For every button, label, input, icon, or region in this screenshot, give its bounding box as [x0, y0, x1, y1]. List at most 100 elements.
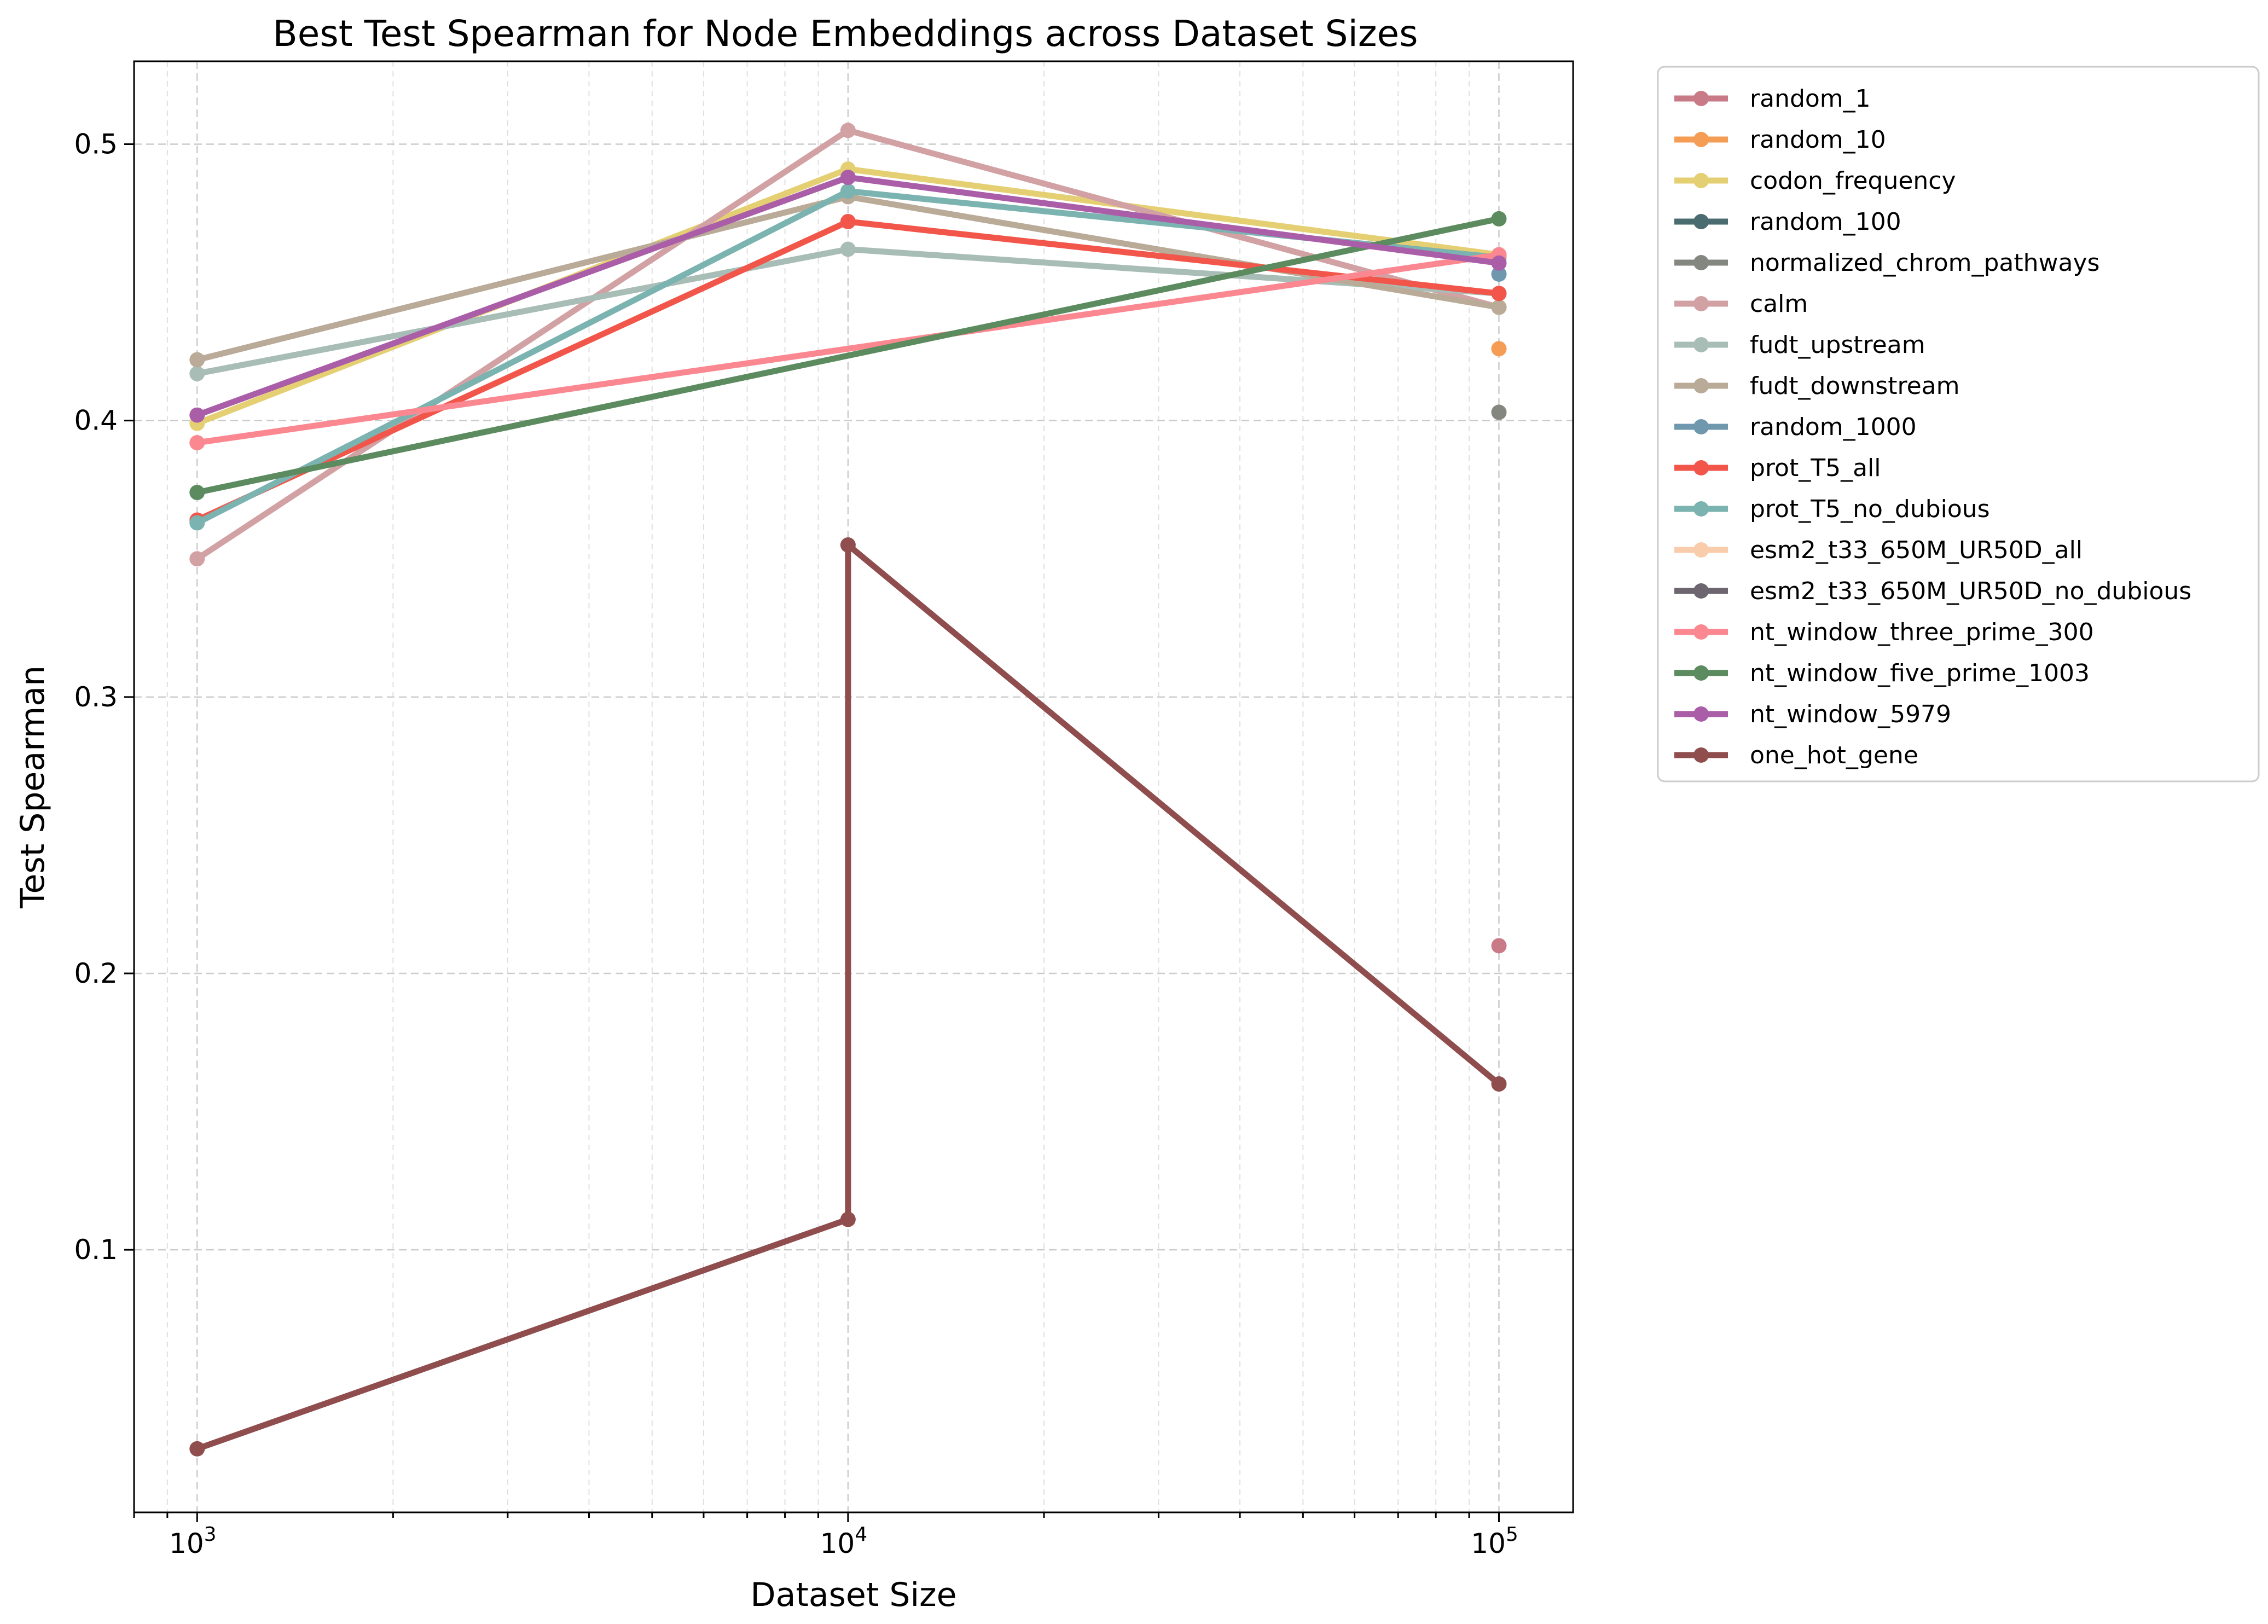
legend-item: nt_window_five_prime_1003 [1674, 659, 2090, 687]
y-tick-label: 0.4 [74, 405, 118, 437]
legend-item: esm2_t33_650M_UR50D_all [1674, 536, 2083, 564]
data-point-prot_T5_no_dubious [840, 183, 856, 199]
data-point-normalized_chrom_pathways [1491, 404, 1507, 420]
legend-marker-swatch [1693, 501, 1709, 517]
legend-marker-swatch [1693, 91, 1709, 106]
series-line-nt_window_five_prime_1003 [194, 216, 1502, 496]
series-nt_window_5979 [189, 170, 1507, 423]
legend-label: calm [1750, 290, 1808, 318]
series-prot_T5_all [189, 213, 1507, 528]
data-point-nt_window_five_prime_1003 [1491, 211, 1507, 227]
legend-label: prot_T5_all [1750, 454, 1881, 482]
legend-label: esm2_t33_650M_UR50D_no_dubious [1750, 577, 2191, 605]
legend-item: random_100 [1674, 208, 1901, 236]
data-point-fudt_upstream [840, 241, 856, 257]
chart-title: Best Test Spearman for Node Embeddings a… [273, 13, 1418, 55]
legend-item: nt_window_three_prime_300 [1674, 618, 2094, 646]
legend-marker-swatch [1693, 378, 1709, 393]
legend-marker-swatch [1693, 255, 1709, 270]
x-tick-label-exponent: 3 [204, 1523, 217, 1546]
series-one_hot_gene [189, 537, 1507, 1457]
legend-item: fudt_upstream [1674, 331, 1925, 359]
data-point-nt_window_5979 [189, 407, 205, 423]
x-tick-label-base: 10 [1471, 1528, 1506, 1559]
data-point-nt_window_three_prime_300 [189, 435, 205, 451]
legend-label: normalized_chrom_pathways [1750, 249, 2099, 277]
data-point-prot_T5_all [1491, 286, 1507, 301]
data-point-nt_window_5979 [1491, 255, 1507, 271]
data-point-calm [840, 123, 856, 138]
legend-marker-swatch [1693, 214, 1709, 229]
legend-label: prot_T5_no_dubious [1750, 495, 1990, 523]
legend-marker-swatch [1693, 337, 1709, 352]
legend-marker-swatch [1693, 583, 1709, 599]
x-axis-label: Dataset Size [750, 1576, 956, 1614]
data-point-fudt_downstream [189, 352, 205, 368]
legend-label: nt_window_five_prime_1003 [1750, 659, 2090, 687]
series-normalized_chrom_pathways [1491, 404, 1507, 420]
data-point-random_10 [1491, 341, 1507, 357]
series-nt_window_five_prime_1003 [189, 211, 1507, 501]
data-point-one_hot_gene [840, 1211, 856, 1227]
legend-label: codon_frequency [1750, 167, 1956, 195]
data-point-random_1 [1491, 938, 1507, 954]
data-point-one_hot_gene [840, 537, 856, 553]
x-tick-label-base: 10 [820, 1528, 855, 1559]
data-point-one_hot_gene [189, 1441, 205, 1457]
series-random_10 [1491, 341, 1507, 357]
series-random_1000 [1491, 266, 1507, 282]
legend-label: esm2_t33_650M_UR50D_all [1750, 536, 2083, 564]
y-axis-label: Test Spearman [14, 665, 52, 909]
legend-item: one_hot_gene [1674, 741, 1918, 769]
legend-marker-swatch [1693, 665, 1709, 681]
legend-label: random_1000 [1750, 413, 1917, 441]
series-line-one_hot_gene [194, 542, 1502, 1452]
legend-label: one_hot_gene [1750, 741, 1918, 769]
x-tick-label-exponent: 4 [855, 1523, 867, 1546]
legend-item: random_10 [1674, 126, 1886, 154]
x-tick-label: 104 [820, 1523, 868, 1559]
legend-label: nt_window_three_prime_300 [1750, 618, 2094, 646]
y-axis-ticks: 0.1 0.2 0.3 0.4 0.5 [74, 129, 134, 1266]
legend-marker-swatch [1693, 419, 1709, 434]
legend-marker-swatch [1693, 747, 1709, 763]
data-point-calm [189, 551, 205, 567]
major-gridlines [134, 61, 1573, 1512]
legend-marker-swatch [1693, 624, 1709, 640]
legend-item: fudt_downstream [1674, 372, 1959, 400]
x-tick-label: 105 [1471, 1523, 1518, 1559]
data-point-prot_T5_no_dubious [189, 515, 205, 531]
legend-label: fudt_upstream [1750, 331, 1925, 359]
legend-item: random_1000 [1674, 413, 1917, 441]
legend-item: codon_frequency [1674, 167, 1956, 195]
legend-item: normalized_chrom_pathways [1674, 249, 2099, 277]
legend-label: random_100 [1750, 208, 1901, 236]
data-point-fudt_upstream [189, 366, 205, 381]
data-point-fudt_downstream [1491, 299, 1507, 315]
legend-label: random_10 [1750, 126, 1886, 154]
legend-item: esm2_t33_650M_UR50D_no_dubious [1674, 577, 2191, 605]
x-tick-label: 103 [169, 1523, 217, 1559]
plot-area-frame [133, 60, 1574, 1513]
y-tick-label: 0.3 [74, 681, 118, 713]
x-tick-label-exponent: 5 [1506, 1523, 1518, 1546]
series-random_1 [1491, 938, 1507, 954]
legend-item: prot_T5_no_dubious [1674, 495, 1990, 523]
legend-item: calm [1674, 290, 1808, 318]
legend-frame [1657, 66, 2260, 782]
legend-item: prot_T5_all [1674, 454, 1881, 482]
legend-marker-swatch [1693, 173, 1709, 188]
legend-item: random_1 [1674, 85, 1871, 113]
legend-marker-swatch [1693, 706, 1709, 722]
data-point-prot_T5_all [840, 213, 856, 229]
data-point-one_hot_gene [1491, 1076, 1507, 1092]
legend-item: nt_window_5979 [1674, 700, 1951, 728]
legend-marker-swatch [1693, 132, 1709, 147]
data-point-nt_window_five_prime_1003 [189, 485, 205, 501]
x-axis-ticks: 103 104 105 [133, 1512, 1518, 1559]
legend: random_1 random_10 codon_frequency random_1… [1657, 66, 2260, 782]
legend-label: fudt_downstream [1750, 372, 1959, 400]
data-point-nt_window_5979 [840, 170, 856, 185]
y-tick-label: 0.5 [74, 129, 118, 160]
